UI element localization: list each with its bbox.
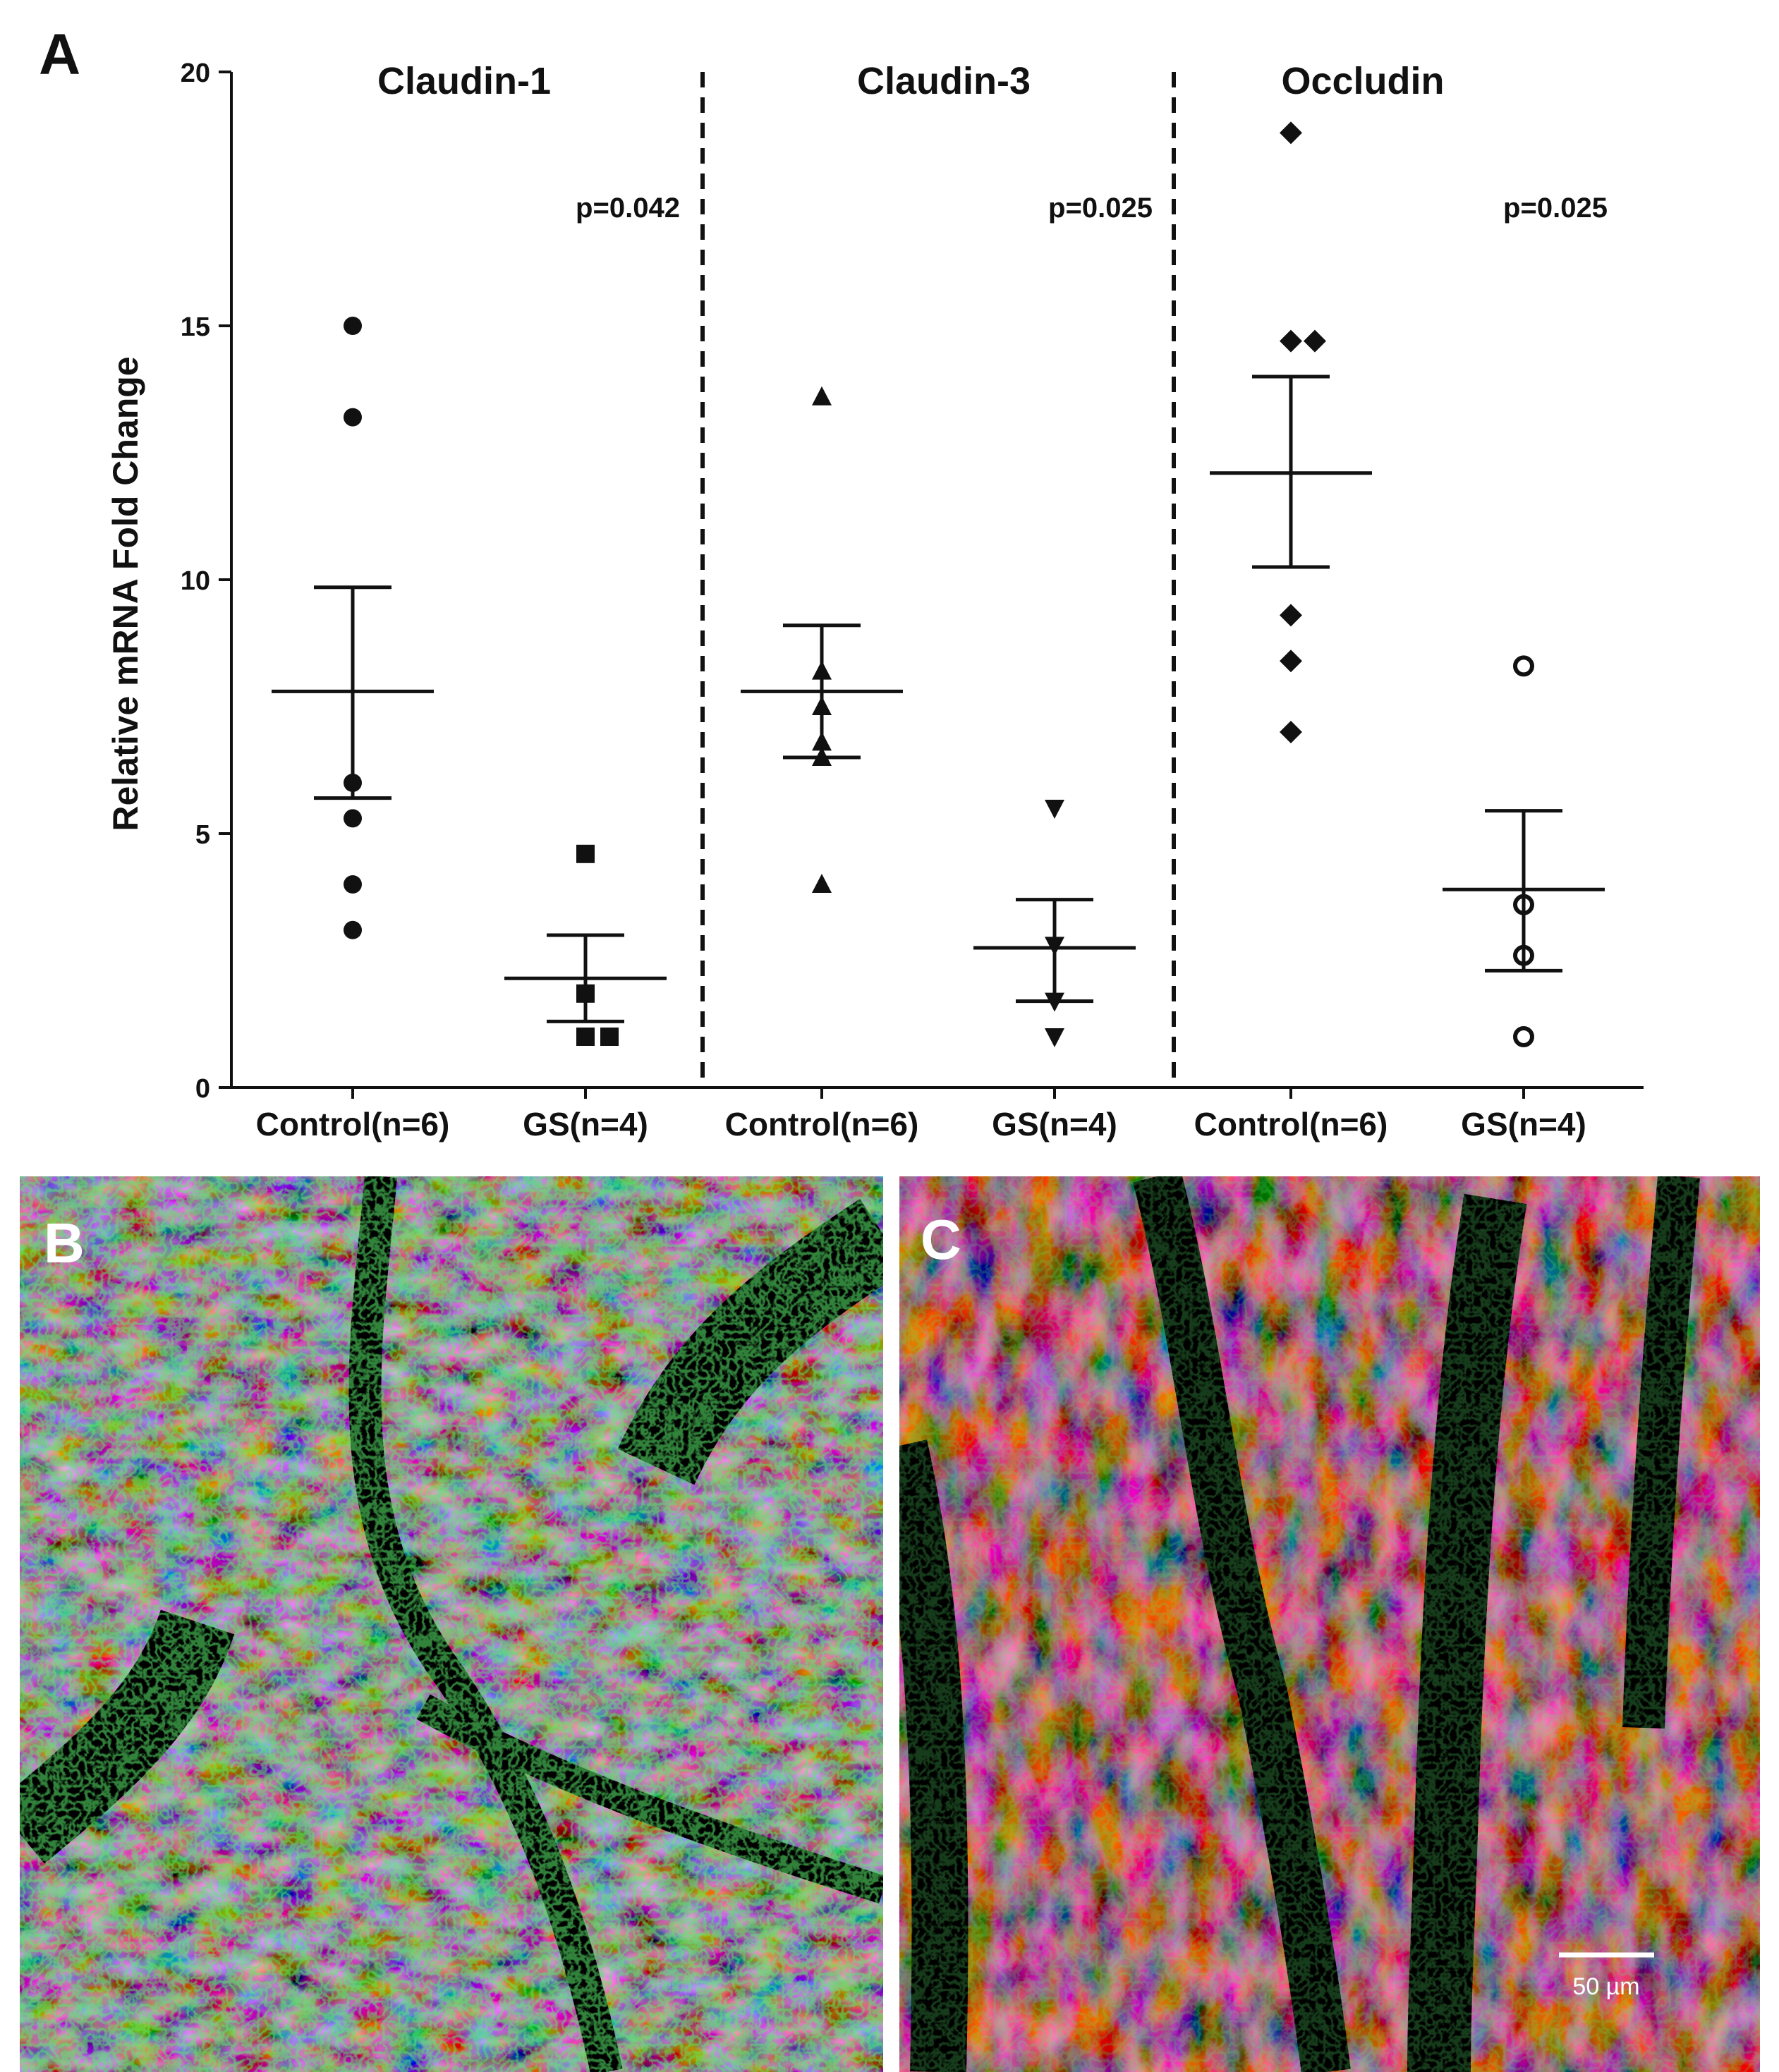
micrograph-b [20,1176,883,2072]
p-value-label: p=0.025 [1048,193,1153,224]
y-tick-label: 5 [195,820,210,850]
x-tick-label: GS(n=4) [992,1106,1117,1142]
data-point [576,1028,595,1046]
group-title: Claudin-1 [377,60,551,102]
p-value-label: p=0.042 [576,193,680,224]
data-point [1045,800,1064,819]
x-tick-label: GS(n=4) [523,1106,648,1142]
y-axis-label: Relative mRNA Fold Change [106,356,145,831]
y-tick-label: 15 [181,312,210,342]
data-point [812,874,832,893]
panel-c-label: C [921,1208,961,1271]
y-tick-label: 20 [181,59,210,88]
data-point [1513,1026,1534,1047]
data-point [1280,604,1302,627]
data-point [1280,329,1302,353]
data-point [344,408,362,427]
data-point [812,386,832,406]
data-point [576,844,595,863]
micrograph-c: 50 µm [899,1176,1760,2072]
data-point [344,920,362,939]
data-point [1045,1028,1064,1047]
data-point [600,1028,619,1046]
y-tick-label: 10 [181,566,210,596]
group-title: Occludin [1281,60,1444,102]
panel-a-label: A [39,23,80,87]
data-point [1280,121,1302,145]
x-tick-label: GS(n=4) [1461,1106,1586,1142]
x-tick-label: Control(n=6) [725,1106,919,1142]
data-point [1304,329,1326,353]
data-point [344,875,362,894]
data-point [1513,655,1534,677]
scale-bar-label: 50 µm [1572,1973,1639,2000]
data-point [344,809,362,828]
p-value-label: p=0.025 [1503,193,1608,224]
data-point [1280,721,1302,743]
x-tick-label: Control(n=6) [1194,1106,1388,1142]
panel-b-label: B [44,1212,85,1274]
group-title: Claudin-3 [857,60,1031,102]
dot-plot: 0 5 10 15 20 Relative mRNA Fold Change Claudin… [106,59,1644,1142]
y-tick-label: 0 [195,1074,210,1104]
data-point [344,317,362,335]
data-point [1280,650,1302,673]
x-tick-label: Control(n=6) [256,1106,450,1142]
